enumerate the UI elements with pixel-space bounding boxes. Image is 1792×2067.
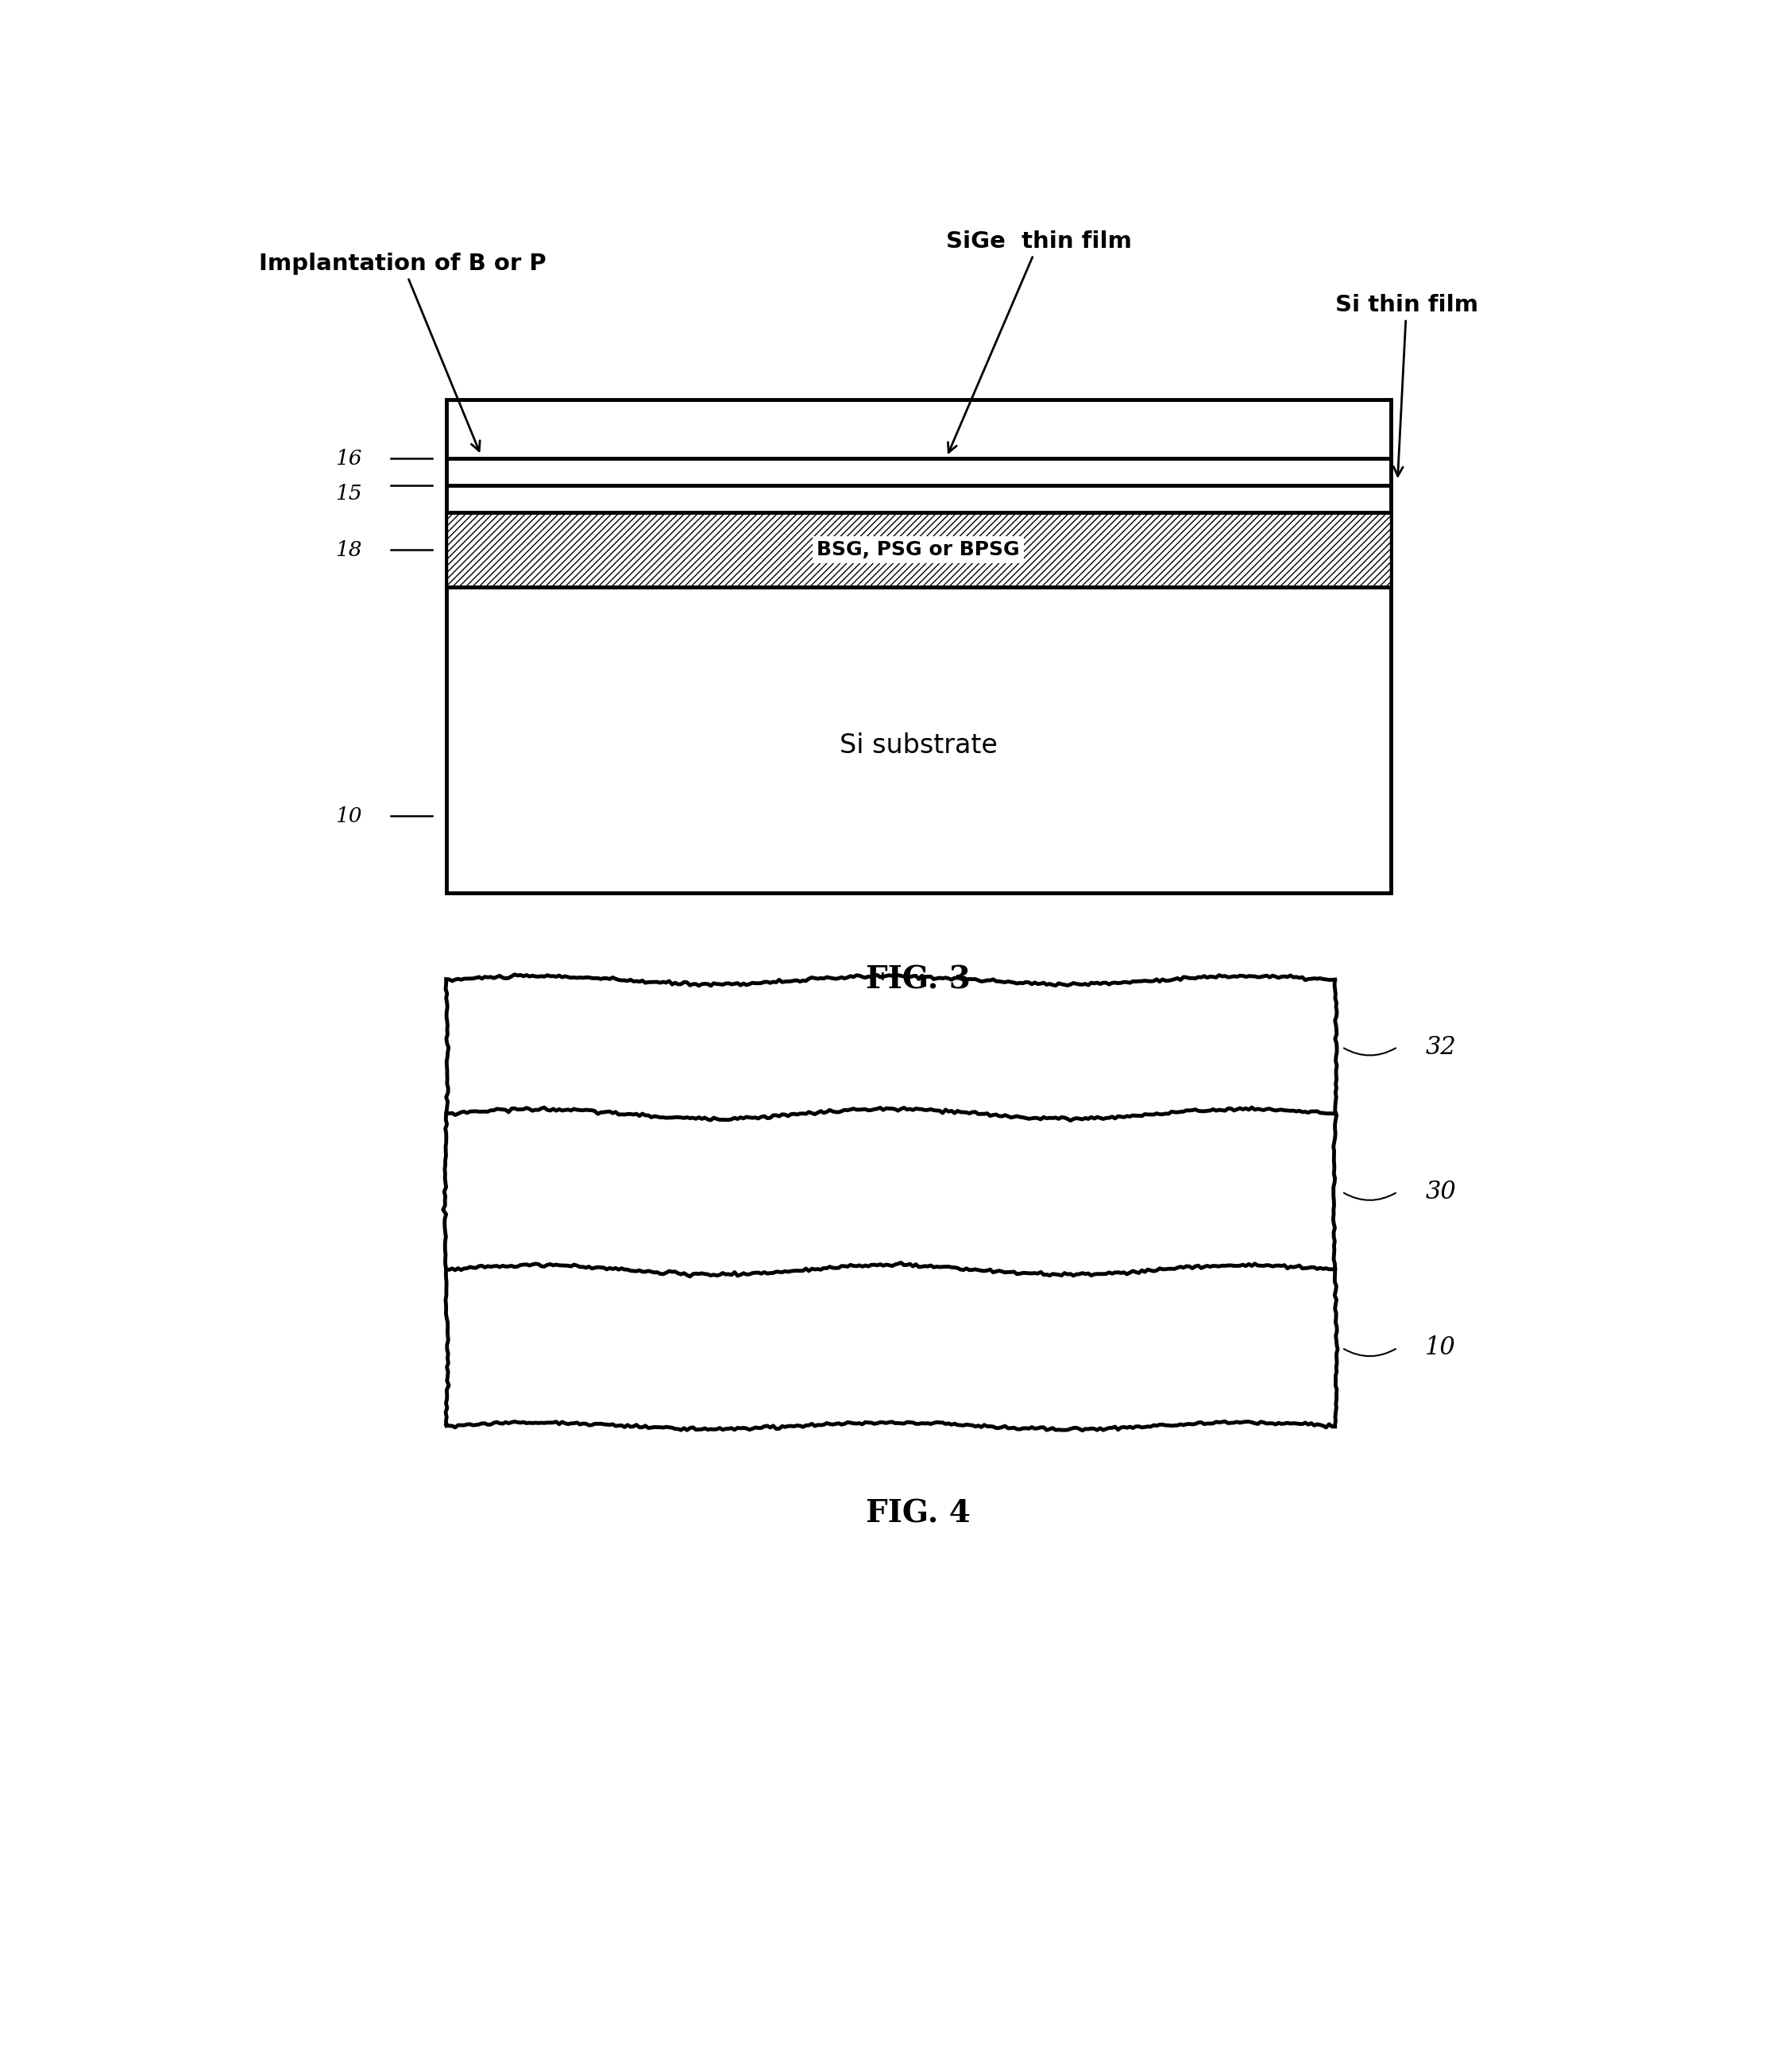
Text: 30: 30 bbox=[1425, 1180, 1457, 1205]
Text: FIG. 4: FIG. 4 bbox=[866, 1499, 971, 1528]
Text: FIG. 3: FIG. 3 bbox=[866, 965, 971, 996]
Text: BSG, PSG or BPSG: BSG, PSG or BPSG bbox=[817, 539, 1020, 560]
Text: 10: 10 bbox=[1425, 1335, 1457, 1360]
Text: SiGe  thin film: SiGe thin film bbox=[946, 232, 1133, 453]
Text: 10: 10 bbox=[335, 806, 362, 827]
Text: 16: 16 bbox=[335, 449, 362, 469]
Text: Si substrate: Si substrate bbox=[839, 732, 998, 759]
Text: Implantation of B or P: Implantation of B or P bbox=[258, 252, 547, 451]
Text: 15: 15 bbox=[335, 484, 362, 504]
Text: Si thin film: Si thin film bbox=[1335, 294, 1478, 475]
Polygon shape bbox=[446, 513, 1391, 587]
Text: 18: 18 bbox=[335, 539, 362, 560]
Text: 32: 32 bbox=[1425, 1036, 1457, 1058]
